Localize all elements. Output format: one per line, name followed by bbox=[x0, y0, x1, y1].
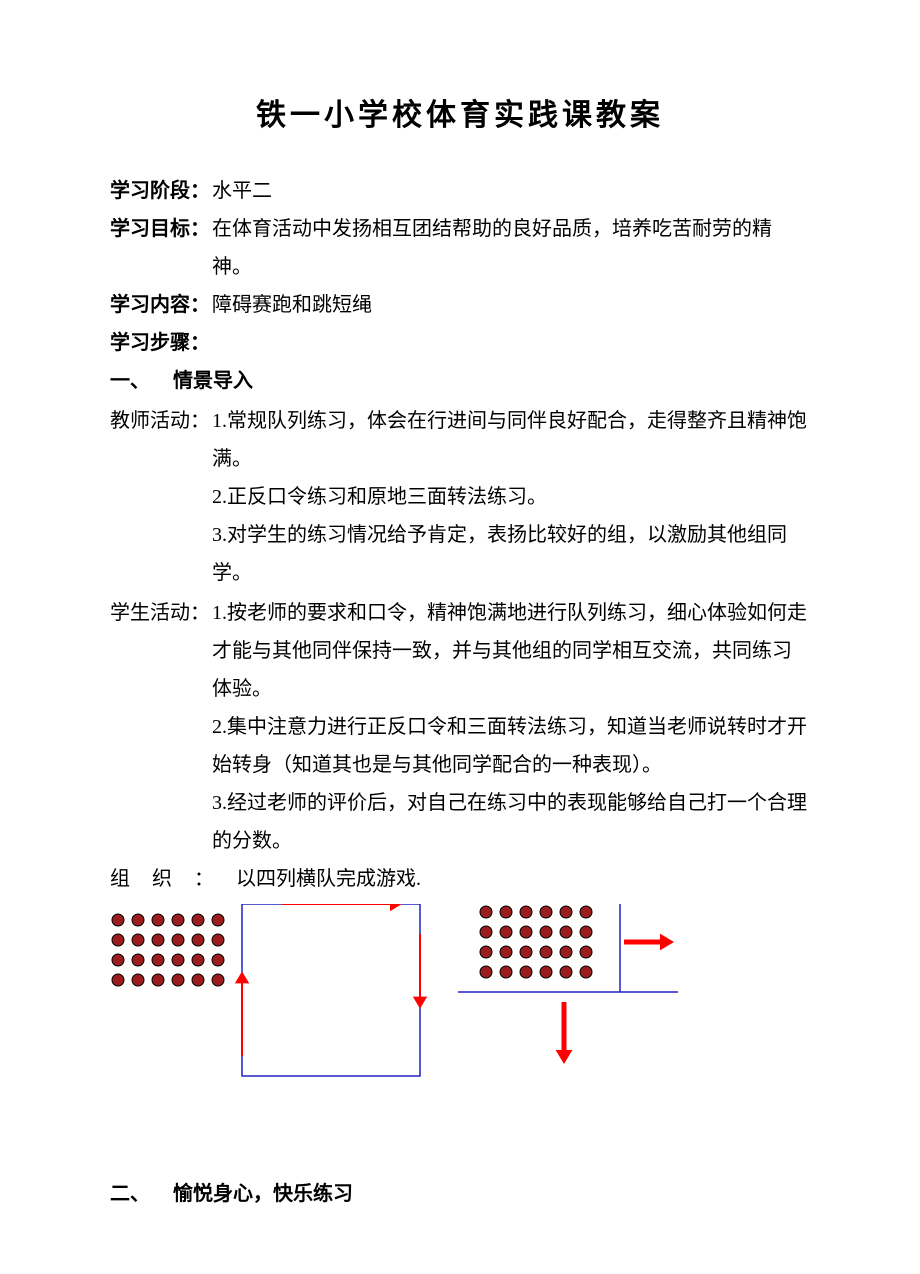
student-item-2: 2.集中注意力进行正反口令和三面转法练习，知道当老师说转时才开始转身（知道其也是… bbox=[212, 708, 810, 784]
student-item-3: 3.经过老师的评价后，对自己在练习中的表现能够给自己打一个合理的分数。 bbox=[212, 784, 810, 860]
teacher-item-1: 1.常规队列练习，体会在行进间与同伴良好配合，走得整齐且精神饱满。 bbox=[212, 402, 810, 478]
teacher-label: 教师活动： bbox=[110, 402, 212, 592]
student-label: 学生活动： bbox=[110, 594, 212, 860]
section1-num: 一、 bbox=[110, 362, 168, 400]
teacher-item-2: 2.正反口令练习和原地三面转法练习。 bbox=[212, 478, 810, 516]
steps-row: 学习步骤： bbox=[110, 324, 810, 362]
page-title: 铁一小学校体育实践课教案 bbox=[110, 90, 810, 134]
content-label: 学习内容： bbox=[110, 286, 212, 324]
section2-head: 二、 愉悦身心，快乐练习 bbox=[110, 1177, 353, 1206]
teacher-activity: 教师活动： 1.常规队列练习，体会在行进间与同伴良好配合，走得整齐且精神饱满。 … bbox=[110, 402, 810, 592]
goal-row: 学习目标： 在体育活动中发扬相互团结帮助的良好品质，培养吃苦耐劳的精神。 bbox=[110, 210, 810, 286]
diagram-left bbox=[110, 904, 430, 1084]
formation-right-svg bbox=[448, 904, 688, 1074]
diagram-right bbox=[448, 904, 688, 1084]
stage-row: 学习阶段： 水平二 bbox=[110, 172, 810, 210]
content-row: 学习内容： 障碍赛跑和跳短绳 bbox=[110, 286, 810, 324]
stage-value: 水平二 bbox=[212, 172, 810, 210]
student-activity: 学生活动： 1.按老师的要求和口令，精神饱满地进行队列练习，细心体验如何走才能与… bbox=[110, 594, 810, 860]
student-item-1: 1.按老师的要求和口令，精神饱满地进行队列练习，细心体验如何走才能与其他同伴保持… bbox=[212, 594, 810, 708]
content-value: 障碍赛跑和跳短绳 bbox=[212, 286, 810, 324]
steps-label: 学习步骤： bbox=[110, 324, 212, 362]
goal-value: 在体育活动中发扬相互团结帮助的良好品质，培养吃苦耐劳的精神。 bbox=[212, 210, 810, 286]
section1-title: 情景导入 bbox=[173, 370, 253, 392]
section2-num: 二、 bbox=[110, 1177, 168, 1206]
student-body: 1.按老师的要求和口令，精神饱满地进行队列练习，细心体验如何走才能与其他同伴保持… bbox=[212, 594, 810, 860]
org-value: 以四列横队完成游戏. bbox=[236, 860, 810, 898]
organization-row: 组织： 以四列横队完成游戏. bbox=[110, 860, 810, 898]
section1-head: 一、 情景导入 bbox=[110, 362, 810, 400]
goal-label: 学习目标： bbox=[110, 210, 212, 286]
org-label: 组织： bbox=[110, 860, 236, 898]
section2-title: 愉悦身心，快乐练习 bbox=[173, 1183, 353, 1205]
document-body: 学习阶段： 水平二 学习目标： 在体育活动中发扬相互团结帮助的良好品质，培养吃苦… bbox=[110, 172, 810, 1084]
teacher-body: 1.常规队列练习，体会在行进间与同伴良好配合，走得整齐且精神饱满。 2.正反口令… bbox=[212, 402, 810, 592]
stage-label: 学习阶段： bbox=[110, 172, 212, 210]
diagrams-container bbox=[110, 904, 810, 1084]
formation-left-svg bbox=[110, 904, 430, 1084]
teacher-item-3: 3.对学生的练习情况给予肯定，表扬比较好的组，以激励其他组同学。 bbox=[212, 516, 810, 592]
